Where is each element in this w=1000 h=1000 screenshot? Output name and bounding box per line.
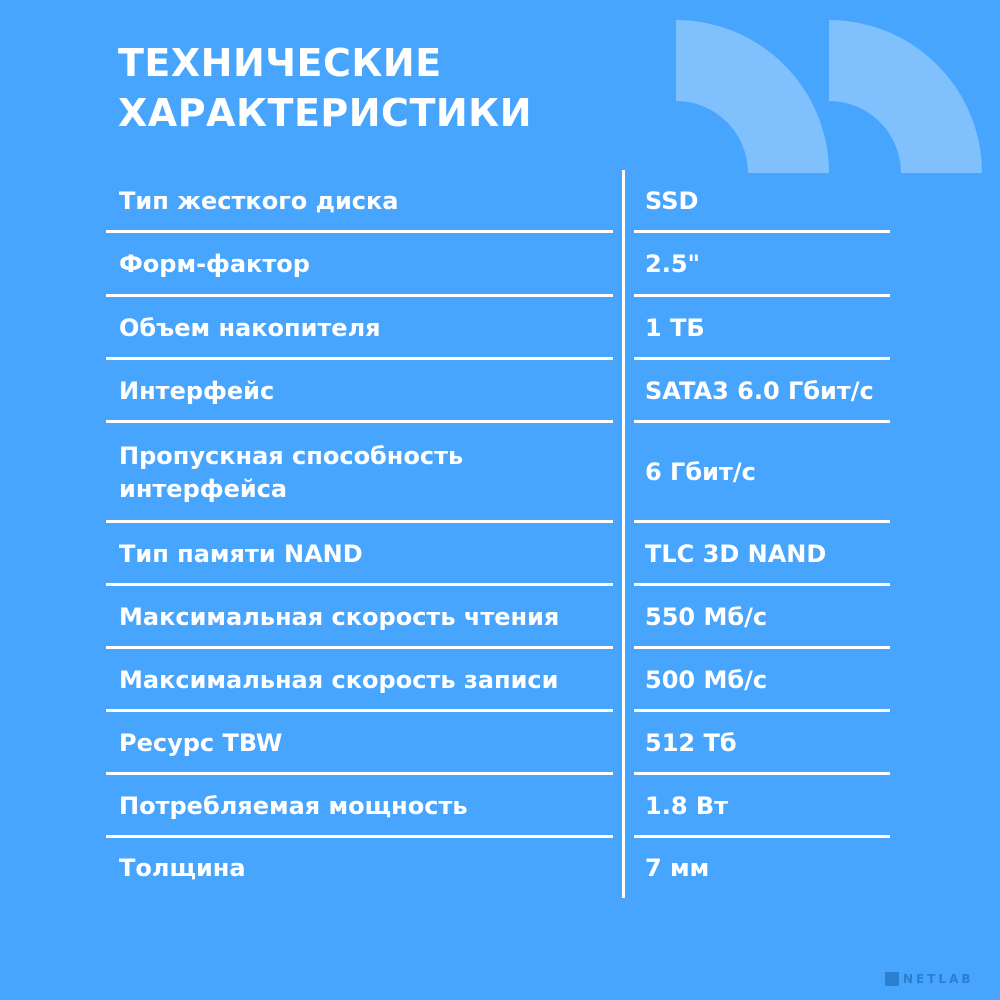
spec-label: Тип жесткого диска: [119, 186, 399, 215]
row-divider: [106, 520, 613, 523]
spec-row: Потребляемая мощность 1.8 Вт: [0, 775, 1000, 838]
spec-value: 512 Тб: [645, 728, 737, 757]
row-divider: [634, 357, 890, 360]
column-divider: [622, 170, 625, 898]
spec-value: TLC 3D NAND: [645, 539, 827, 568]
spec-label: Форм-фактор: [119, 250, 310, 278]
spec-row: Объем накопителя 1 ТБ: [0, 297, 1000, 360]
row-divider: [634, 520, 890, 523]
spec-label: Пропускная способность интерфейса: [119, 441, 464, 503]
spec-row: Ресурс TBW 512 Тб: [0, 712, 1000, 775]
spec-value: 6 Гбит/с: [645, 458, 756, 486]
quote-marks-icon: [676, 20, 982, 173]
spec-value: 550 Мб/с: [645, 602, 768, 631]
row-divider: [106, 230, 613, 233]
spec-row: Толщина 7 мм: [0, 838, 1000, 900]
spec-label: Максимальная скорость чтения: [119, 602, 560, 631]
row-divider: [106, 357, 613, 360]
row-divider: [106, 646, 613, 649]
row-divider: [634, 709, 890, 712]
quote-shape-left: [676, 20, 829, 173]
spec-row: Тип жесткого диска SSD: [0, 170, 1000, 233]
quote-shape-right: [829, 20, 982, 173]
spec-label: Объем накопителя: [119, 313, 381, 342]
row-divider: [106, 835, 613, 838]
logo-square-icon: [885, 972, 899, 986]
spec-row: Максимальная скорость записи 500 Мб/с: [0, 649, 1000, 712]
row-divider: [106, 772, 613, 775]
spec-value: SATA3 6.0 Гбит/с: [645, 376, 874, 405]
row-divider: [634, 772, 890, 775]
spec-value: 1.8 Вт: [645, 791, 729, 820]
row-divider: [106, 583, 613, 586]
spec-row: Пропускная способность интерфейса 6 Гбит/…: [0, 423, 1000, 523]
spec-value: 2.5": [645, 250, 701, 278]
spec-value: 1 ТБ: [645, 313, 705, 342]
spec-row: Интерфейс SATA3 6.0 Гбит/с: [0, 360, 1000, 423]
spec-row: Максимальная скорость чтения 550 Мб/с: [0, 586, 1000, 649]
title-line-2: ХАРАКТЕРИСТИКИ: [118, 91, 533, 135]
title-line-1: ТЕХНИЧЕСКИЕ: [118, 41, 442, 85]
spec-label: Интерфейс: [119, 376, 275, 405]
spec-value: SSD: [645, 186, 699, 215]
spec-label: Максимальная скорость записи: [119, 665, 559, 694]
spec-value: 500 Мб/с: [645, 665, 768, 694]
row-divider: [634, 420, 890, 423]
spec-value: 7 мм: [645, 854, 710, 882]
row-divider: [106, 294, 613, 297]
spec-label: Ресурс TBW: [119, 728, 283, 757]
row-divider: [634, 294, 890, 297]
logo-text: NETLAB: [903, 972, 974, 986]
row-divider: [106, 709, 613, 712]
row-divider: [634, 835, 890, 838]
spec-label: Потребляемая мощность: [119, 791, 468, 820]
page-title: ТЕХНИЧЕСКИЕ ХАРАКТЕРИСТИКИ: [118, 38, 532, 138]
row-divider: [634, 646, 890, 649]
spec-label: Толщина: [119, 854, 246, 882]
row-divider: [106, 420, 613, 423]
netlab-logo: NETLAB: [885, 972, 974, 986]
spec-row: Тип памяти NAND TLC 3D NAND: [0, 523, 1000, 586]
spec-row: Форм-фактор 2.5": [0, 233, 1000, 297]
row-divider: [634, 230, 890, 233]
row-divider: [634, 583, 890, 586]
spec-label: Тип памяти NAND: [119, 539, 363, 568]
